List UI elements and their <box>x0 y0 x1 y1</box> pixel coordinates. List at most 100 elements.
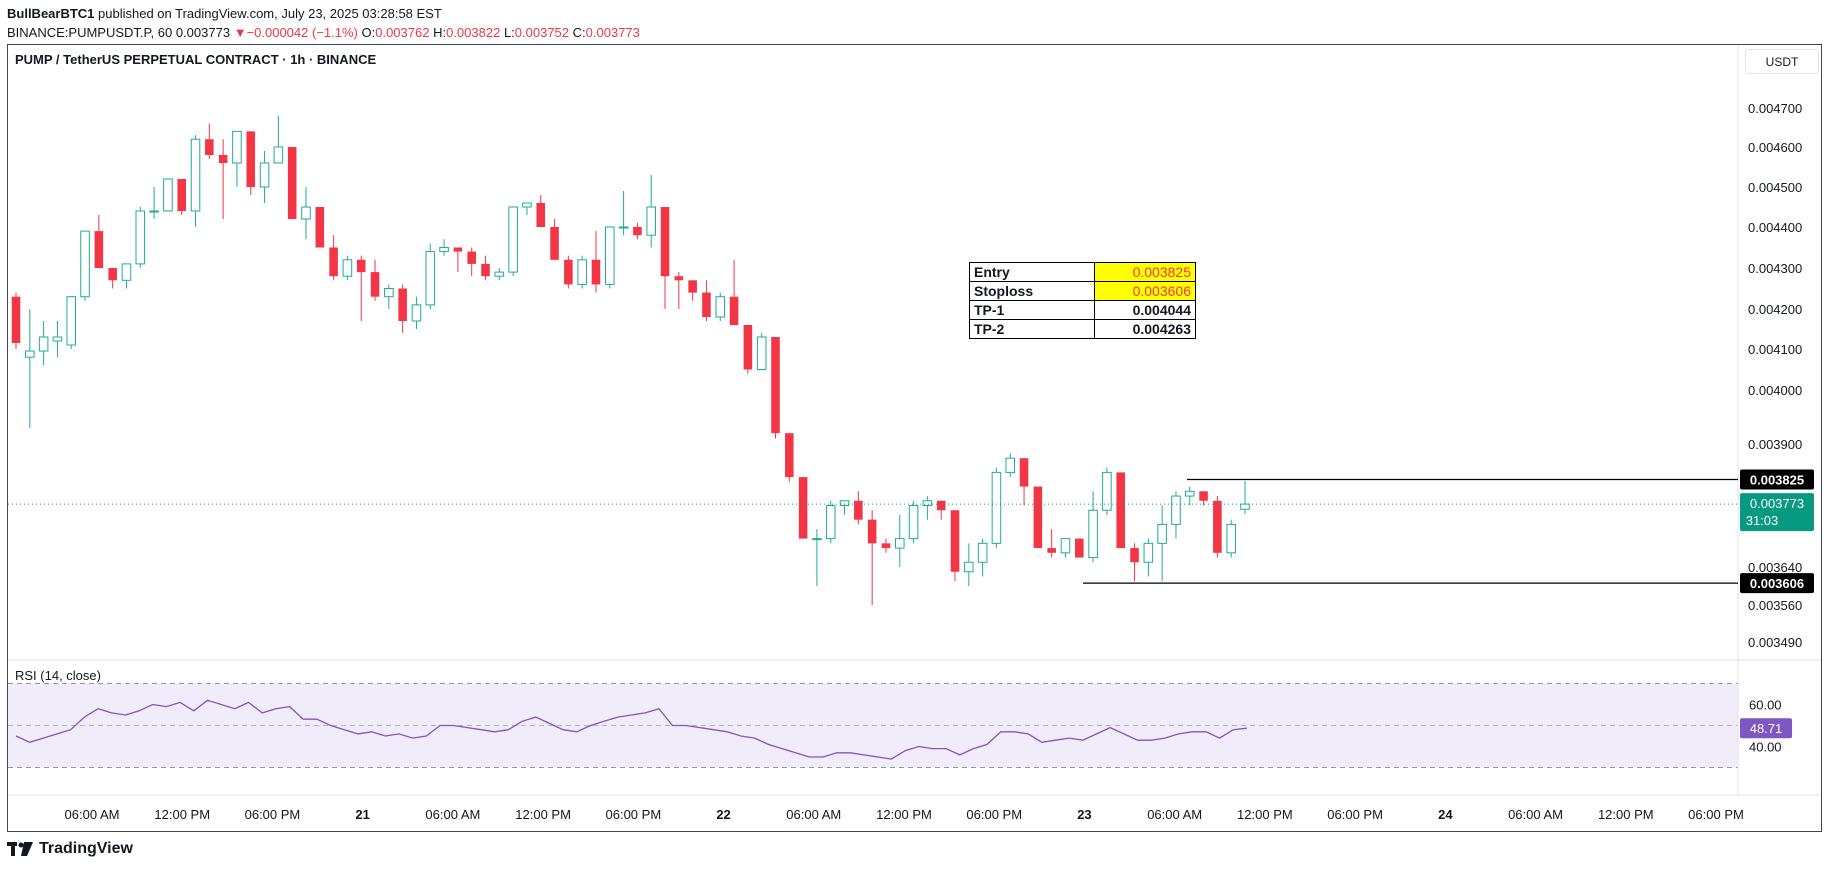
candle-body <box>467 251 476 264</box>
rsi-value-badge-bg <box>1740 718 1792 739</box>
tradingview-logo[interactable]: TradingView <box>7 840 133 858</box>
candle <box>246 131 256 195</box>
time-tick-label: 12:00 PM <box>876 807 932 822</box>
candle <box>702 280 711 321</box>
candle <box>936 500 946 520</box>
candle <box>453 247 463 273</box>
candle <box>825 500 836 544</box>
candle <box>688 280 697 301</box>
candle-body <box>11 296 21 343</box>
author-name[interactable]: BullBearBTC1 <box>7 6 95 21</box>
candle-body <box>1130 548 1139 563</box>
candle <box>315 207 325 248</box>
candle <box>177 179 186 215</box>
candle <box>867 510 877 605</box>
candle <box>108 268 117 289</box>
candle-body <box>798 477 808 539</box>
symbol-label: BINANCE:PUMPUSDT.P, 60 <box>7 25 173 40</box>
table-row: Stoploss 0.003606 <box>969 281 1196 301</box>
candle <box>950 510 960 582</box>
candle-body <box>411 304 422 322</box>
current-price-badge: 0.003773 <box>1750 496 1804 511</box>
candle-body <box>550 227 559 260</box>
candle <box>798 477 808 539</box>
candle <box>481 255 490 281</box>
candle-body <box>259 162 270 188</box>
candle-body <box>370 272 380 297</box>
time-tick-label: 24 <box>1438 807 1453 822</box>
candle <box>149 187 159 219</box>
candle <box>922 496 933 520</box>
candle-body <box>771 337 780 434</box>
candle <box>908 500 919 544</box>
candle <box>356 255 366 321</box>
candle <box>1033 486 1043 549</box>
candle <box>1075 538 1084 558</box>
candle <box>467 247 476 277</box>
candle <box>439 239 449 256</box>
price-tick-label: 0.003640 <box>1748 560 1802 575</box>
tp1-value: 0.004044 <box>1094 300 1196 320</box>
candle-body <box>1075 538 1084 558</box>
chart-title: PUMP / TetherUS PERPETUAL CONTRACT · 1h … <box>15 52 377 67</box>
candle-body <box>80 230 90 298</box>
candle <box>494 268 505 281</box>
candle-body <box>1240 503 1250 510</box>
candle-body <box>1047 548 1056 553</box>
candle-body <box>1033 486 1043 549</box>
candle <box>591 231 601 293</box>
stoploss-price-badge: 0.003606 <box>1750 576 1804 591</box>
candle-body <box>439 247 449 253</box>
candle <box>536 195 546 227</box>
candle <box>522 202 532 215</box>
table-row: TP-1 0.004044 <box>969 300 1196 320</box>
candle <box>729 259 739 325</box>
stoploss-price-badge-bg <box>1740 573 1814 594</box>
candle <box>1088 491 1098 563</box>
candle-body <box>825 505 836 540</box>
candle-body <box>756 336 767 370</box>
candle-body <box>964 561 974 573</box>
high-label: H: <box>433 25 447 40</box>
candle-body <box>190 138 201 212</box>
candle <box>605 226 615 289</box>
low-label: L: <box>503 25 515 40</box>
price-tick-label: 0.003560 <box>1748 598 1802 613</box>
candle <box>411 296 422 329</box>
price-tick-label: 0.004400 <box>1748 220 1802 235</box>
currency-button[interactable]: USDT <box>1745 49 1819 74</box>
chart-frame <box>7 44 1822 832</box>
publish-date: published on TradingView.com, July 23, 2… <box>94 6 442 21</box>
candle-body <box>508 206 518 273</box>
candle-body <box>854 500 863 520</box>
candle <box>812 529 822 586</box>
time-tick-label: 06:00 AM <box>425 807 480 822</box>
tradingview-logo-icon <box>7 842 33 856</box>
candle <box>163 178 173 212</box>
close-label: C: <box>572 25 586 40</box>
time-tick-label: 21 <box>355 807 369 822</box>
candle <box>1047 529 1056 558</box>
candle <box>11 292 21 349</box>
candle-body <box>536 203 546 227</box>
candle-body <box>1171 495 1181 525</box>
price-change: −0.000042 (−1.1%) <box>246 25 358 40</box>
candle-body <box>702 292 711 317</box>
candle <box>80 230 90 301</box>
rsi-value-badge: 48.71 <box>1750 721 1783 736</box>
candle-body <box>38 336 49 352</box>
candle-body <box>977 542 988 563</box>
entry-price-badge: 0.003825 <box>1750 472 1804 487</box>
candle <box>38 321 49 366</box>
candle <box>273 115 284 164</box>
candle <box>894 514 905 567</box>
candle-body <box>315 207 325 248</box>
candle <box>1157 505 1167 582</box>
candle-body <box>108 268 117 281</box>
candle-body <box>1199 491 1208 501</box>
candle-body <box>1226 523 1236 554</box>
candle-body <box>564 259 573 285</box>
countdown-timer: 31:03 <box>1746 513 1779 528</box>
open-label: O: <box>361 25 376 40</box>
